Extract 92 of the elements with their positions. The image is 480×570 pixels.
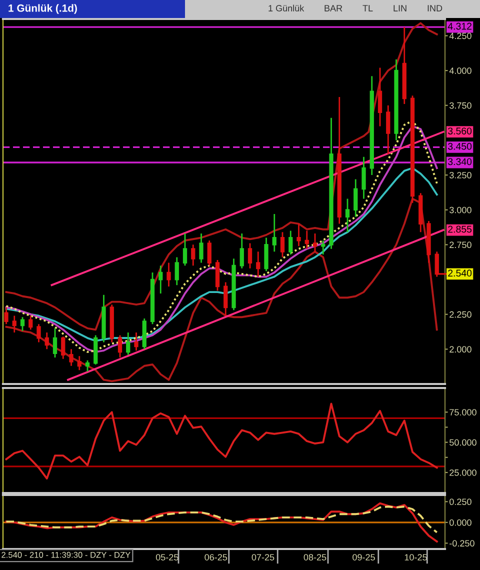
ref-line-label: 3.340 — [448, 158, 472, 166]
candlestick — [20, 316, 25, 332]
x-tick-label: 07-25 — [252, 554, 274, 560]
candlestick — [240, 232, 244, 270]
candlestick — [134, 332, 138, 352]
candlestick — [337, 96, 342, 224]
x-tick-label: 05-25 — [156, 554, 178, 560]
ref-line-label: 4.312 — [448, 22, 472, 30]
line-series — [5, 198, 438, 382]
candlestick — [256, 250, 260, 278]
x-tick-label: 08-25 — [304, 554, 326, 560]
candlestick — [418, 192, 423, 233]
candlestick — [199, 232, 204, 264]
candlestick — [386, 104, 390, 155]
candlestick — [94, 334, 98, 366]
line-series — [5, 167, 438, 342]
candlestick — [288, 230, 293, 256]
candlestick — [36, 323, 41, 343]
y-tick-label: 0.250 — [450, 498, 472, 506]
candlestick — [44, 332, 49, 350]
y-tick-label: 2.750 — [450, 242, 472, 248]
y-tick-label: 3.750 — [450, 102, 472, 109]
candlestick — [28, 315, 33, 330]
x-tick-label: 09-25 — [352, 554, 375, 560]
candlestick — [296, 223, 301, 247]
candlestick — [12, 315, 16, 334]
candlestick — [191, 244, 196, 266]
y-tick-label: 25.000 — [450, 469, 476, 476]
candlestick — [362, 156, 366, 200]
candlestick — [174, 256, 179, 286]
candlestick — [370, 75, 374, 176]
y-tick-label: 2.000 — [450, 346, 472, 353]
candlestick — [321, 240, 326, 256]
candlestick — [304, 230, 309, 250]
text: IND — [428, 5, 442, 12]
y-tick-label: 2.250 — [450, 311, 472, 318]
candlestick — [166, 262, 171, 288]
candlestick — [85, 360, 90, 372]
candlestick — [402, 26, 406, 105]
candlestick — [329, 117, 334, 250]
candlestick — [280, 231, 285, 258]
ref-line-label: 3.450 — [448, 142, 472, 150]
data-label: 2.855 — [448, 226, 472, 233]
candlestick — [77, 355, 82, 371]
candlestick — [354, 178, 358, 218]
y-tick-label: 0.000 — [450, 519, 472, 526]
candlestick — [410, 94, 415, 204]
data-label: 3.560 — [448, 128, 472, 134]
y-tick-label: 50.000 — [450, 439, 476, 446]
y-tick-label: 3.250 — [450, 172, 472, 178]
candlestick — [61, 336, 66, 360]
candlestick — [182, 232, 188, 266]
text: 2.540 - 210 - 11:39:30 - DZY - DZY — [2, 552, 130, 558]
chart-title: 1 Günlük (.1d) — [8, 4, 77, 14]
candlestick — [118, 334, 122, 358]
candlestick — [224, 282, 228, 316]
candlestick — [272, 213, 276, 252]
candlestick — [4, 306, 8, 325]
candlestick — [232, 258, 236, 311]
candlestick — [110, 304, 114, 343]
y-tick-label: 4.000 — [449, 68, 472, 74]
candlestick — [126, 332, 130, 356]
candlestick — [52, 328, 58, 358]
annotation: 2.540 — [448, 270, 472, 277]
candlestick — [215, 259, 220, 292]
x-tick-label: 10-25 — [404, 554, 427, 560]
candlestick — [394, 58, 398, 141]
text: BAR — [324, 5, 342, 12]
text: TL — [362, 5, 373, 12]
candlestick — [142, 318, 146, 350]
candlestick — [378, 67, 382, 127]
line-series — [5, 22, 438, 331]
candlestick — [158, 264, 163, 294]
text: LIN — [394, 5, 406, 12]
x-tick-label: 06-25 — [204, 554, 228, 560]
candlestick — [69, 348, 74, 367]
candlestick — [426, 220, 431, 264]
line-series — [5, 502, 438, 542]
text: 1 Günlük — [268, 4, 304, 12]
line-series — [5, 402, 438, 480]
candlestick — [207, 240, 212, 266]
candlestick — [248, 242, 252, 270]
candlestick — [264, 237, 268, 272]
candlestick — [102, 294, 106, 343]
y-tick-label: 3.000 — [450, 206, 472, 214]
candlestick — [312, 232, 318, 252]
y-tick-label: -0.250 — [450, 540, 474, 547]
y-tick-label: 75.000 — [450, 409, 476, 416]
y-tick-label: 4.250 — [449, 32, 472, 40]
candlestick — [150, 272, 155, 325]
candlestick — [345, 198, 350, 233]
line-series — [5, 506, 438, 534]
